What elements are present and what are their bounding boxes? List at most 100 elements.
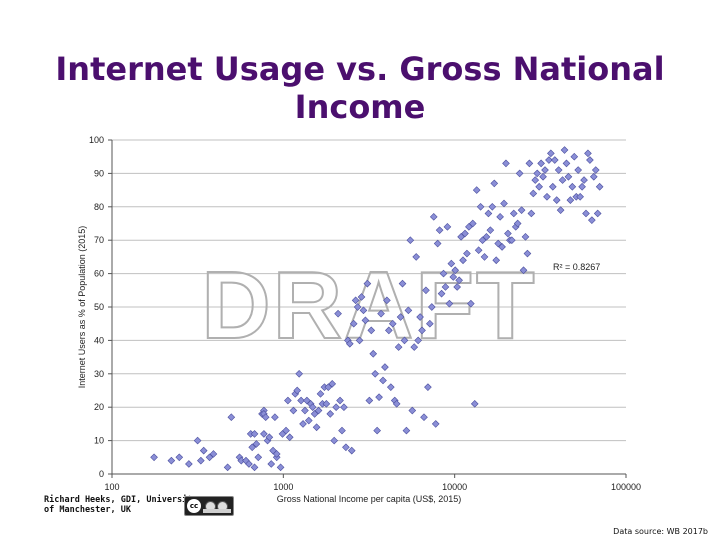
data-point	[272, 450, 281, 458]
data-point	[289, 406, 298, 415]
data-point	[199, 446, 208, 455]
x-tick-label: 100	[104, 482, 119, 492]
data-point	[282, 426, 290, 435]
data-point	[595, 182, 604, 191]
data-point	[250, 463, 259, 472]
data-point	[398, 279, 407, 288]
y-tick-label: 90	[94, 168, 104, 178]
y-tick-label: 10	[94, 436, 104, 446]
data-point	[426, 319, 434, 328]
data-point	[435, 226, 444, 235]
data-point	[304, 416, 313, 425]
data-point	[525, 159, 534, 168]
data-point	[363, 279, 372, 288]
y-tick-label: 40	[94, 335, 104, 345]
data-point	[361, 316, 370, 325]
data-point	[500, 199, 508, 208]
data-point	[562, 159, 571, 168]
data-point	[175, 453, 184, 462]
data-point	[457, 233, 465, 241]
data-point	[591, 166, 600, 174]
data-point	[293, 386, 302, 395]
data-point	[324, 383, 333, 391]
data-point	[429, 212, 438, 221]
data-point	[550, 156, 559, 164]
data-source: Data source: WB 2017b	[613, 527, 708, 536]
data-point	[276, 463, 285, 472]
data-point	[385, 326, 393, 335]
data-point	[547, 149, 555, 158]
data-point	[314, 406, 323, 415]
data-point	[580, 176, 588, 184]
data-point	[400, 336, 409, 345]
data-point	[326, 410, 335, 418]
data-point	[560, 146, 569, 154]
data-point	[330, 436, 339, 445]
data-point	[312, 423, 321, 432]
data-point	[480, 253, 489, 261]
y-tick-label: 50	[94, 302, 104, 312]
x-axis-label: Gross National Income per capita (US$, 2…	[277, 494, 462, 504]
data-point	[496, 212, 504, 221]
data-point	[537, 159, 545, 168]
data-point	[359, 306, 368, 315]
data-point	[468, 219, 477, 228]
data-point	[193, 436, 202, 445]
data-point	[265, 433, 274, 442]
data-point	[564, 172, 573, 181]
y-tick-label: 100	[89, 135, 104, 145]
data-point	[523, 249, 532, 258]
data-point	[582, 209, 590, 218]
data-point	[589, 172, 598, 181]
data-point	[543, 192, 551, 201]
data-point	[568, 182, 577, 191]
data-point	[261, 413, 270, 422]
data-point	[539, 172, 547, 181]
y-tick-label: 30	[94, 369, 104, 379]
data-point	[250, 430, 259, 438]
data-point	[388, 319, 397, 328]
data-point	[227, 413, 236, 422]
data-point	[488, 202, 497, 211]
data-point	[517, 206, 526, 214]
data-point	[408, 406, 417, 415]
data-point	[593, 209, 602, 218]
draft-watermark: DRAFT	[201, 252, 536, 359]
data-point	[584, 149, 592, 158]
data-point	[558, 176, 567, 184]
data-point	[472, 186, 481, 194]
r-squared-label: R² = 0.8267	[553, 262, 600, 272]
data-point	[185, 460, 193, 468]
data-point	[308, 403, 317, 412]
data-point	[373, 426, 381, 435]
data-point	[545, 156, 553, 164]
data-point	[248, 443, 257, 452]
data-point	[470, 400, 479, 408]
data-point	[566, 196, 575, 204]
data-point	[509, 209, 518, 218]
data-point	[484, 209, 493, 218]
data-point	[414, 336, 422, 345]
x-tick-label: 100000	[611, 482, 641, 492]
data-point	[521, 233, 530, 241]
data-point	[252, 440, 261, 448]
data-point	[490, 179, 499, 188]
data-point	[167, 456, 176, 465]
y-tick-label: 20	[94, 402, 104, 412]
data-point	[570, 152, 579, 161]
data-point	[449, 273, 458, 281]
data-point	[353, 303, 362, 311]
data-point	[455, 276, 463, 285]
data-point	[297, 396, 305, 405]
data-point	[527, 209, 536, 218]
data-point	[441, 283, 450, 291]
data-point	[422, 286, 430, 295]
data-point	[345, 339, 354, 348]
data-point	[504, 229, 512, 238]
data-point	[494, 239, 502, 248]
data-point	[260, 430, 268, 438]
data-point	[351, 296, 360, 305]
data-point	[586, 156, 594, 164]
data-point	[381, 363, 389, 371]
data-point	[284, 396, 292, 405]
